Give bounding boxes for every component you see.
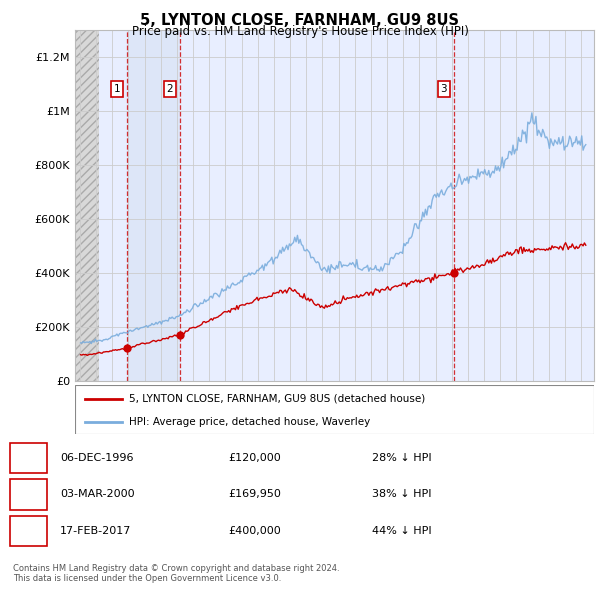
FancyBboxPatch shape	[75, 385, 594, 434]
Text: 2: 2	[167, 84, 173, 94]
Text: 44% ↓ HPI: 44% ↓ HPI	[372, 526, 431, 536]
Text: Contains HM Land Registry data © Crown copyright and database right 2024.
This d: Contains HM Land Registry data © Crown c…	[13, 563, 340, 583]
Text: £169,950: £169,950	[228, 490, 281, 499]
Text: 06-DEC-1996: 06-DEC-1996	[60, 453, 133, 463]
Text: 2: 2	[25, 488, 32, 501]
Text: 1: 1	[114, 84, 121, 94]
Bar	[127, 30, 179, 381]
Text: Price paid vs. HM Land Registry's House Price Index (HPI): Price paid vs. HM Land Registry's House …	[131, 25, 469, 38]
Text: 03-MAR-2000: 03-MAR-2000	[60, 490, 134, 499]
Text: 5, LYNTON CLOSE, FARNHAM, GU9 8US (detached house): 5, LYNTON CLOSE, FARNHAM, GU9 8US (detac…	[130, 394, 426, 404]
Text: 3: 3	[25, 525, 32, 537]
Text: 5, LYNTON CLOSE, FARNHAM, GU9 8US: 5, LYNTON CLOSE, FARNHAM, GU9 8US	[140, 13, 460, 28]
Text: 1: 1	[25, 451, 32, 464]
Text: 3: 3	[440, 84, 447, 94]
Text: 28% ↓ HPI: 28% ↓ HPI	[372, 453, 431, 463]
Text: £120,000: £120,000	[228, 453, 281, 463]
Text: £400,000: £400,000	[228, 526, 281, 536]
Text: 38% ↓ HPI: 38% ↓ HPI	[372, 490, 431, 499]
Bar	[75, 30, 99, 381]
Text: 17-FEB-2017: 17-FEB-2017	[60, 526, 131, 536]
Text: HPI: Average price, detached house, Waverley: HPI: Average price, detached house, Wave…	[130, 417, 371, 427]
